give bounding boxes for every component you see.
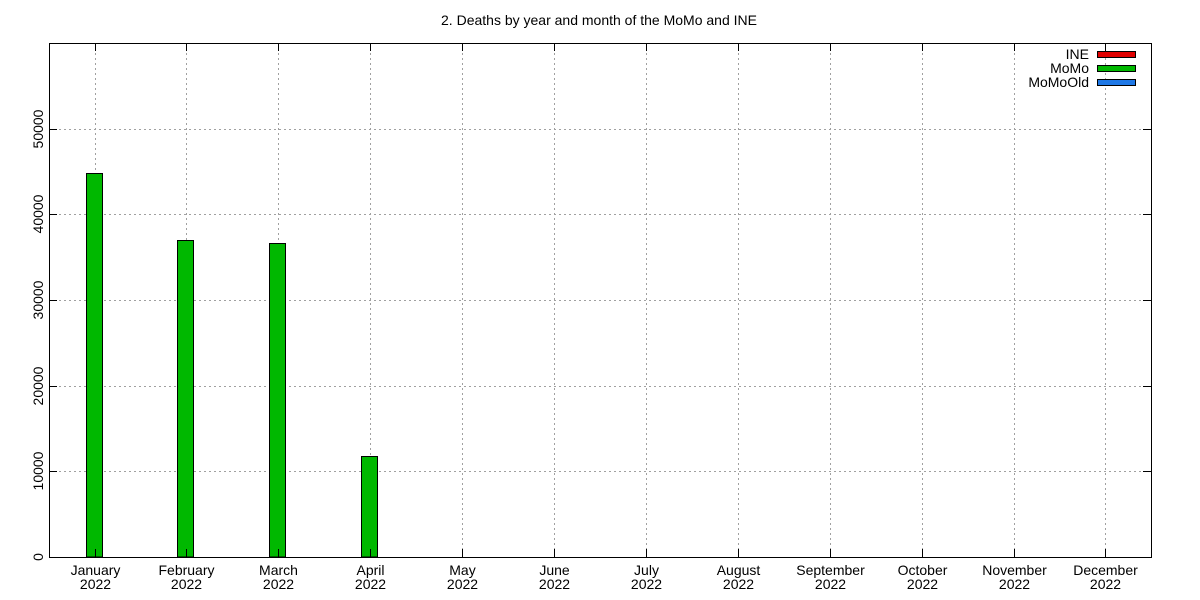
legend-label: INE [1066,46,1089,62]
legend-swatch [1097,65,1136,72]
x-tick-label: April [356,562,384,578]
x-tick-label-year: 2022 [723,576,754,592]
x-tick-label: October [898,562,948,578]
bar-momo-january [86,173,103,558]
x-tick-label-year: 2022 [80,576,111,592]
legend-swatch [1097,51,1136,58]
y-tick-label: 0 [30,553,46,561]
legend-label: MoMoOld [1028,74,1089,90]
chart-title: 2. Deaths by year and month of the MoMo … [441,12,757,28]
x-tick-label-year: 2022 [171,576,202,592]
x-tick-label-year: 2022 [815,576,846,592]
bars [86,173,378,558]
x-tick-label: December [1073,562,1138,578]
x-tick-label: November [982,562,1047,578]
bar-momo-march [269,243,286,558]
x-tick-label: June [539,562,570,578]
grid [49,43,1151,557]
bar-momo-april [361,456,378,558]
x-tick-label-year: 2022 [539,576,570,592]
x-tick-label-year: 2022 [447,576,478,592]
x-tick-label: May [449,562,475,578]
legend-label: MoMo [1050,60,1089,76]
y-tick-label: 50000 [30,109,46,148]
y-tick-label: 30000 [30,280,46,319]
x-tick-label-year: 2022 [631,576,662,592]
x-tick-label-year: 2022 [263,576,294,592]
x-tick-label: March [259,562,298,578]
y-tick-label: 20000 [30,366,46,405]
x-tick-label: July [634,562,659,578]
x-tick-label: September [796,562,865,578]
x-tick-label-year: 2022 [1090,576,1121,592]
bar-momo-february [177,240,194,558]
legend-swatch [1097,79,1136,86]
x-tick-label: February [158,562,214,578]
x-tick-label: January [71,562,121,578]
x-tick-label: August [717,562,761,578]
x-tick-label-year: 2022 [999,576,1030,592]
x-tick-label-year: 2022 [907,576,938,592]
axis-ticks: 01000020000300004000050000January2022Feb… [30,43,1151,592]
y-tick-label: 10000 [30,451,46,490]
x-tick-label-year: 2022 [355,576,386,592]
y-tick-label: 40000 [30,194,46,233]
